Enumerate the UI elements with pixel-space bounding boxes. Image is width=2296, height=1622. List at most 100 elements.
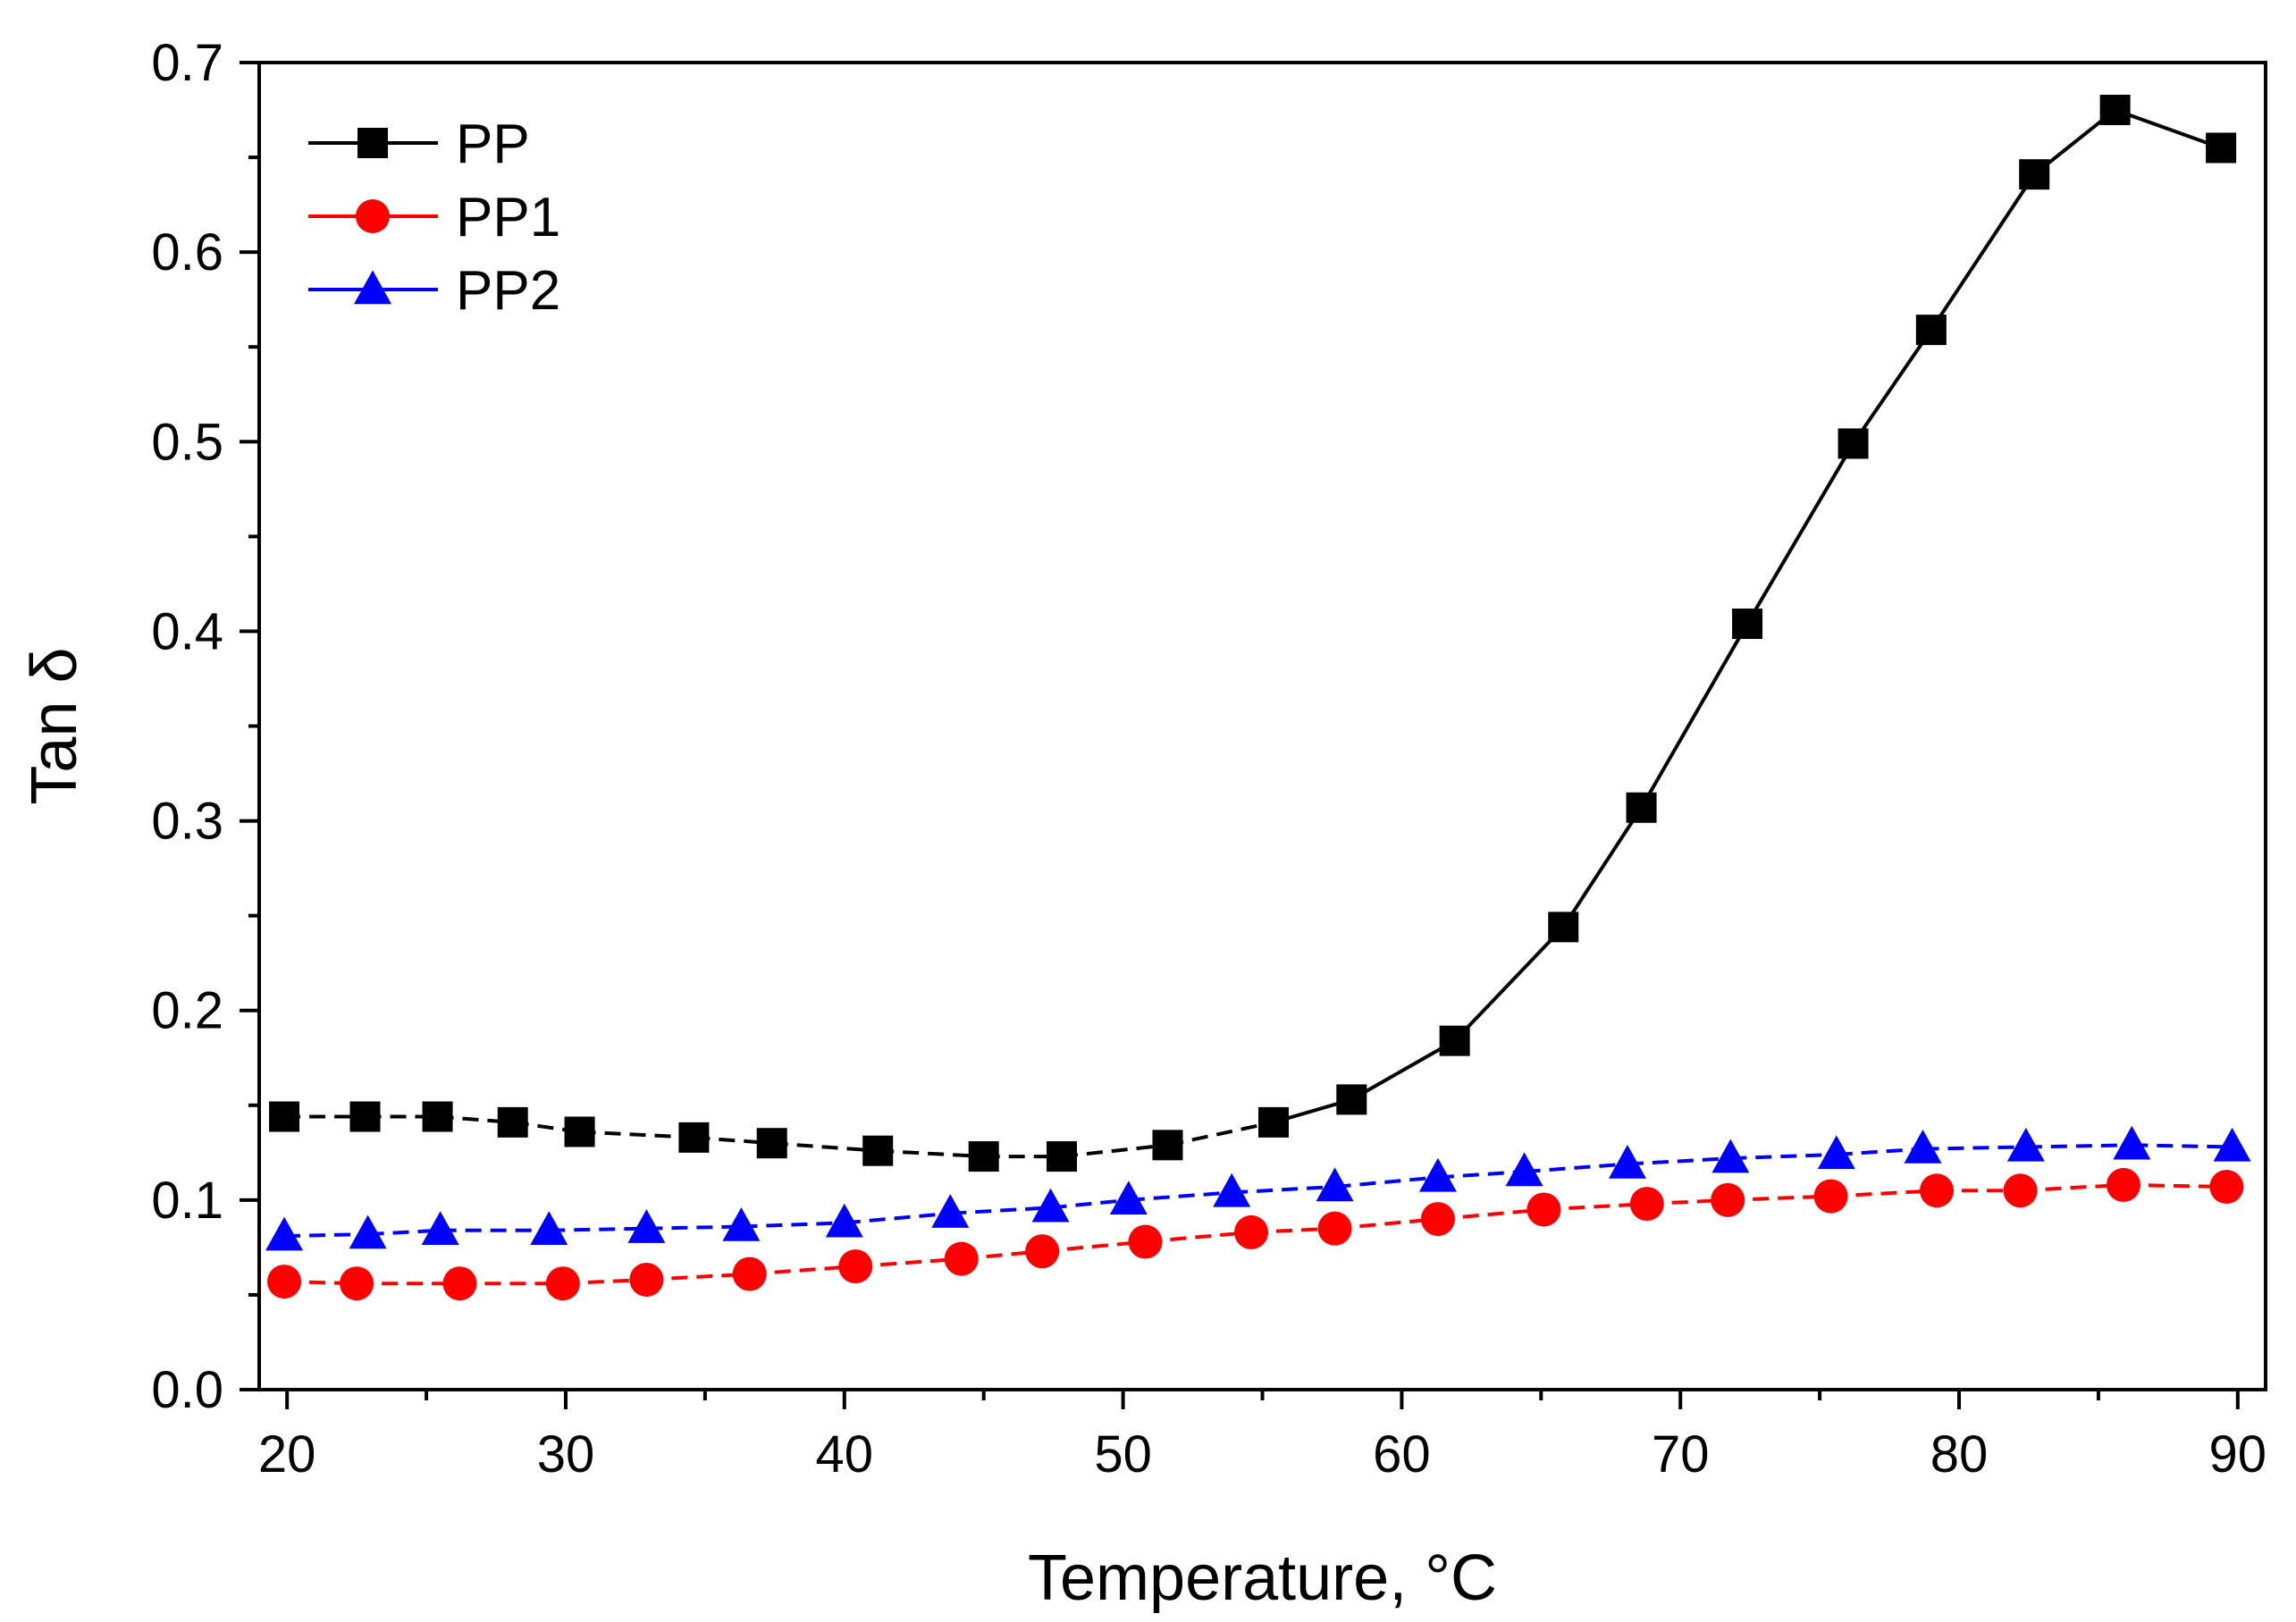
series-pp2-point bbox=[1316, 1167, 1354, 1202]
series-pp2-point bbox=[530, 1211, 568, 1245]
series-pp2-point bbox=[1213, 1172, 1251, 1207]
series-pp2-segment bbox=[1922, 1145, 2026, 1151]
series-pp-point bbox=[1257, 1106, 1289, 1138]
series-pp2-segment bbox=[1232, 1185, 1335, 1195]
y-tick-label: 0.6 bbox=[151, 223, 223, 282]
series-pp1-point bbox=[442, 1266, 477, 1301]
series-pp1-point bbox=[2209, 1170, 2244, 1205]
series-pp2-segment bbox=[950, 1206, 1051, 1215]
axes: 20 30 40 50 60 70 80 90 0.0 0.1 0.2 0.3 0.4 0.5 0.6 0.7… bbox=[19, 34, 2267, 1614]
x-tick-label: 20 bbox=[258, 1425, 316, 1483]
series-pp-point bbox=[678, 1122, 710, 1153]
series-pp2-point bbox=[1505, 1152, 1543, 1187]
series-pp2-segment bbox=[1334, 1175, 1439, 1189]
series-pp-segment bbox=[1167, 1120, 1274, 1147]
series-pp bbox=[269, 95, 2237, 1172]
series-pp1-segment bbox=[646, 1272, 750, 1282]
series-pp2-segment bbox=[1050, 1198, 1130, 1210]
series-pp-segment bbox=[1851, 328, 1933, 445]
series-pp1-point bbox=[1526, 1192, 1561, 1227]
series-pp1-segment bbox=[1145, 1230, 1252, 1244]
series-pp-segment bbox=[1930, 173, 2036, 332]
y-tick-label: 0.3 bbox=[151, 793, 223, 851]
x-tick-label: 90 bbox=[2209, 1425, 2267, 1483]
series-pp-segment bbox=[2114, 108, 2222, 150]
series-pp1-point bbox=[1317, 1211, 1352, 1246]
series-pp1-segment bbox=[1830, 1189, 1938, 1198]
series-pp-point bbox=[756, 1128, 787, 1159]
series-pp2-point bbox=[1904, 1129, 1942, 1164]
legend-label: PP1 bbox=[456, 187, 560, 248]
series-pp1-point bbox=[545, 1266, 580, 1301]
legend-label: PP2 bbox=[456, 260, 560, 322]
legend-entry-pp1: PP1 bbox=[308, 187, 560, 248]
legend-entry-pp: PP bbox=[308, 113, 530, 175]
series-pp2-segment bbox=[2025, 1143, 2132, 1149]
series-pp1-point bbox=[1813, 1179, 1848, 1214]
series-pp-point bbox=[1336, 1084, 1367, 1115]
series-pp-point bbox=[1548, 912, 1579, 943]
series-pp2-segment bbox=[741, 1221, 845, 1229]
legend: PP PP1 PP2 bbox=[308, 113, 560, 322]
series-pp2-segment bbox=[367, 1228, 441, 1237]
series-pp2-point bbox=[2006, 1127, 2045, 1162]
series-pp2-segment bbox=[1128, 1190, 1232, 1202]
series-pp1-point bbox=[2106, 1167, 2140, 1202]
series-pp2-point bbox=[349, 1214, 387, 1249]
series-pp2-segment bbox=[1730, 1152, 1837, 1161]
series-pp2-segment bbox=[1437, 1170, 1525, 1180]
y-tick-label: 0.4 bbox=[151, 602, 223, 660]
series-pp1-point bbox=[340, 1266, 374, 1301]
series-pp1-point bbox=[1128, 1224, 1163, 1259]
x-tick-label: 40 bbox=[816, 1425, 874, 1483]
series-pp2-segment bbox=[1836, 1147, 1923, 1156]
series-pp-point bbox=[1915, 315, 1947, 346]
legend-marker bbox=[356, 199, 390, 233]
series-pp1-point bbox=[1420, 1202, 1455, 1237]
series-pp1-point bbox=[1920, 1173, 1955, 1208]
series-pp2-segment bbox=[284, 1232, 368, 1239]
series-pp1-segment bbox=[1334, 1217, 1439, 1231]
series-pp1-point bbox=[267, 1265, 302, 1299]
legend-marker bbox=[357, 128, 388, 158]
series-pp1-point bbox=[1234, 1214, 1269, 1249]
series-pp2-point bbox=[1711, 1139, 1750, 1173]
series-pp2 bbox=[265, 1125, 2251, 1251]
series-pp1-point bbox=[1629, 1187, 1664, 1222]
x-tick-label: 30 bbox=[537, 1425, 595, 1483]
series-pp1-segment bbox=[1437, 1207, 1544, 1222]
series-pp-point bbox=[1152, 1130, 1183, 1161]
series-pp2-point bbox=[627, 1209, 666, 1243]
series-pp-point bbox=[1047, 1141, 1077, 1172]
series-pp-segment bbox=[1453, 925, 1565, 1043]
series-pp-point bbox=[2019, 159, 2050, 190]
series-pp-segment bbox=[579, 1130, 694, 1139]
x-axis-label: Temperature, °C bbox=[1028, 1542, 1497, 1614]
y-tick-label: 0.7 bbox=[151, 34, 223, 92]
series-pp1-point bbox=[1711, 1182, 1745, 1217]
series-pp1-point bbox=[1025, 1234, 1060, 1269]
series-pp2-segment bbox=[549, 1226, 647, 1232]
series-pp1-segment bbox=[2020, 1182, 2124, 1193]
series-pp-point bbox=[2099, 95, 2131, 126]
y-tick-label: 0.2 bbox=[151, 982, 223, 1040]
series-pp2-point bbox=[1608, 1144, 1646, 1179]
y-axis-label: Tan δ bbox=[19, 647, 90, 804]
series-pp-segment bbox=[1745, 442, 1855, 625]
y-tick-label: 0.5 bbox=[151, 413, 223, 471]
series-pp-segment bbox=[1639, 622, 1749, 809]
series-pp-point bbox=[2206, 132, 2237, 164]
series-pp2-segment bbox=[1524, 1162, 1628, 1174]
series-pp-point bbox=[1439, 1025, 1470, 1056]
series-pp1-point bbox=[629, 1262, 664, 1297]
x-tick-label: 60 bbox=[1373, 1425, 1431, 1483]
series-pp2-point bbox=[1418, 1157, 1457, 1192]
series-pp-point bbox=[1732, 608, 1763, 639]
series-pp-point bbox=[1626, 792, 1657, 823]
series-pp-point bbox=[349, 1101, 381, 1132]
series-pp2-segment bbox=[1627, 1156, 1731, 1166]
series-pp2-point bbox=[825, 1203, 863, 1238]
series-pp2-point bbox=[2213, 1127, 2251, 1162]
series-pp1-segment bbox=[2123, 1182, 2227, 1189]
x-tick-label: 70 bbox=[1652, 1425, 1710, 1483]
